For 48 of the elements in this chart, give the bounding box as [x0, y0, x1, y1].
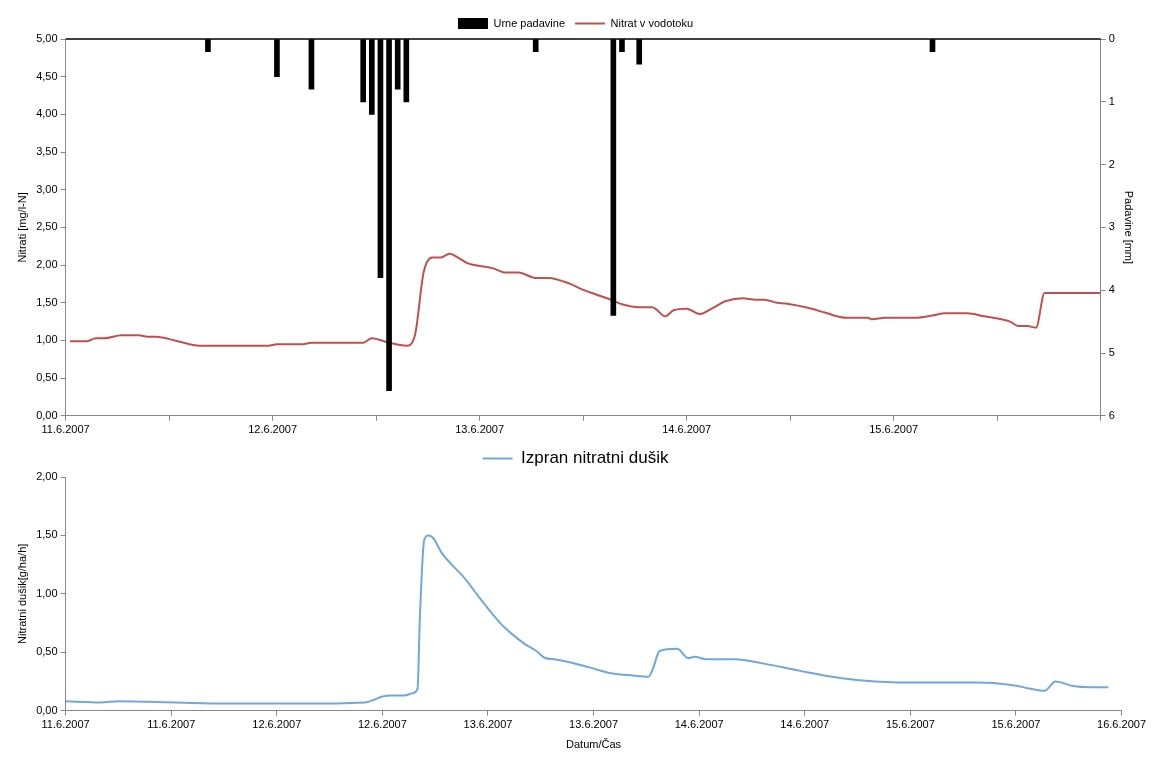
y2-tick-label: 0	[1108, 32, 1115, 45]
x-tick-label: 12.6.2007	[357, 718, 407, 731]
legend-label: Izpran nitratni dušik	[521, 448, 669, 468]
line-series	[68, 252, 1101, 347]
line-series	[65, 534, 1110, 705]
x-tick-label: 14.6.2007	[780, 718, 830, 731]
y-axis-title: Nitratni dušik[g/ha/h]	[15, 543, 28, 644]
x-tick-label: 11.6.2007	[41, 423, 90, 436]
y-tick-label: 0,50	[36, 371, 58, 384]
x-tick-label: 12.6.2007	[248, 423, 298, 436]
y-axis-title: Nitrati [mg/l-N]	[15, 192, 28, 263]
y-tick-label: 0,00	[36, 703, 58, 716]
x-tick-label: 11.6.2007	[147, 718, 196, 731]
y-tick-label: 4,00	[36, 107, 58, 120]
x-tick-label: 14.6.2007	[662, 423, 712, 436]
x-tick-label: 16.6.2007	[1097, 718, 1146, 731]
y-tick-label: 2,00	[36, 258, 58, 271]
y2-tick-label: 5	[1108, 346, 1115, 359]
y-tick-label: 3,50	[36, 145, 58, 158]
y2-tick-label: 6	[1108, 408, 1115, 421]
y-tick-label: 2,00	[36, 470, 58, 483]
x-tick-label: 11.6.2007	[41, 718, 90, 731]
y-tick-label: 1,00	[36, 333, 58, 346]
y-tick-label: 2,50	[36, 220, 58, 233]
y-tick-label: 0,00	[36, 408, 58, 421]
y2-axis-title: Padavine [mm]	[1123, 190, 1136, 265]
y-tick-label: 1,50	[36, 528, 58, 541]
x-tick-label: 14.6.2007	[674, 718, 724, 731]
x-tick-label: 15.6.2007	[885, 718, 935, 731]
y-tick-label: 0,50	[36, 645, 58, 658]
y-tick-label: 5,00	[36, 32, 58, 45]
y-tick-label: 1,50	[36, 295, 58, 308]
y2-tick-label: 3	[1108, 220, 1115, 233]
x-tick-label: 12.6.2007	[252, 718, 302, 731]
legend-label: Urne padavine	[493, 16, 566, 29]
y2-tick-label: 4	[1108, 283, 1115, 296]
x-tick-label: 13.6.2007	[463, 718, 513, 731]
y-tick-label: 3,00	[36, 182, 58, 195]
x-tick-label: 15.6.2007	[991, 718, 1041, 731]
y2-tick-label: 1	[1108, 94, 1115, 107]
y2-tick-label: 2	[1108, 157, 1115, 170]
legend-label: Nitrat v vodotoku	[610, 16, 694, 29]
x-tick-label: 13.6.2007	[455, 423, 505, 436]
x-tick-label: 13.6.2007	[569, 718, 619, 731]
x-tick-label: 15.6.2007	[869, 423, 919, 436]
y-tick-label: 1,00	[36, 586, 58, 599]
x-axis-title: Datum/Čas	[566, 738, 622, 751]
y-tick-label: 4,50	[36, 69, 58, 82]
